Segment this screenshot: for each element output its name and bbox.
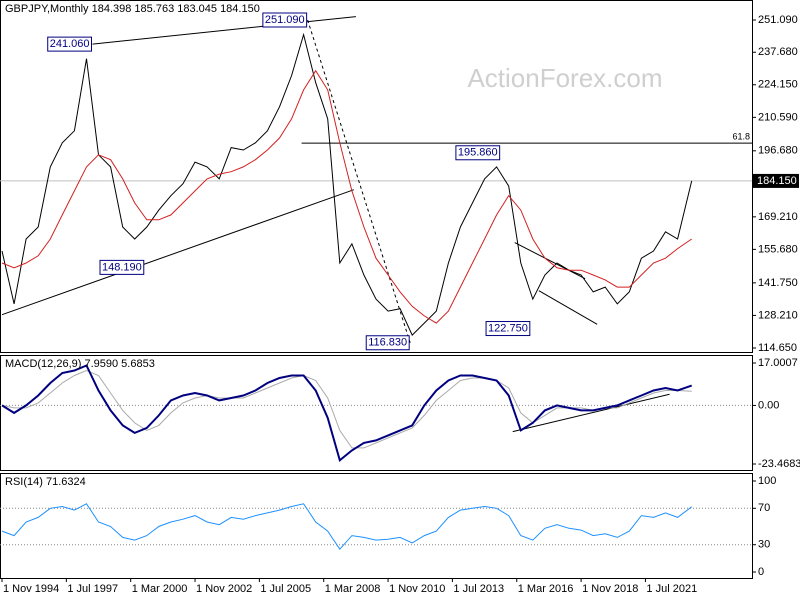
y-tick-label: 210.590 [758,111,798,123]
annotation-label: 195.860 [458,147,498,159]
y-tick-label: 30 [758,539,770,551]
x-tick-label: 1 Mar 2008 [325,583,381,595]
annotation-box [262,12,308,28]
annotation-box [455,145,501,161]
annotation-label: 116.830 [368,337,407,349]
series-line [1,369,692,449]
series-line [1,503,693,551]
last-price-label: 184.150 [757,175,797,187]
y-tick-label: 114.650 [758,342,797,354]
x-tick-label: 1 Jul 2005 [260,583,311,595]
series-line [1,364,693,463]
y-tick-label: 169.210 [758,211,798,223]
y-tick-label: 0 [758,566,764,578]
x-tick-label: 1 Mar 2016 [518,583,574,595]
x-tick-label: 1 Jul 1997 [67,583,118,595]
y-tick-label: 100 [758,475,776,487]
annotation-label: 148.190 [102,261,142,273]
trend-line [92,16,356,45]
x-tick-label: 1 Nov 2010 [389,583,445,595]
y-tick-label: 224.150 [758,79,798,91]
panel-frame [0,473,753,579]
annotation-box [365,335,410,351]
annotation-label: 251.090 [265,14,305,26]
trend-line [307,19,411,343]
last-price-box [753,173,799,188]
series-line [1,32,693,336]
trend-line [1,189,355,316]
panel-title: GBPJPY,Monthly 184.398 185.763 183.045 1… [5,3,260,15]
x-tick-label: 1 Jul 2021 [646,583,697,595]
trend-line [514,242,586,280]
watermark: ActionForex.com [467,63,662,93]
y-tick-label: 196.680 [758,145,798,157]
annotation-label: 241.060 [50,38,90,50]
series-line [1,69,692,324]
trend-line [512,393,670,433]
y-tick-label: 70 [758,502,770,514]
y-tick-label: 17.0007 [758,357,798,369]
x-tick-label: 1 Nov 2002 [196,583,252,595]
y-tick-label: -23.4683 [758,458,800,470]
annotation-box [485,321,531,337]
level-label: 61.8 [732,131,750,141]
panel-frame [0,0,753,353]
y-tick-label: 251.090 [758,14,798,26]
annotation-box [47,36,92,52]
y-tick-label: 237.680 [758,46,798,58]
trend-line [538,290,598,325]
y-tick-label: 155.680 [758,243,798,255]
annotation-label: 122.750 [488,322,528,334]
x-tick-label: 1 Mar 2000 [132,583,188,595]
y-tick-label: 128.210 [758,309,798,321]
annotation-box [99,259,145,275]
y-tick-label: 0.00 [758,399,779,411]
y-tick-label: 141.750 [758,277,798,289]
panel-title: RSI(14) 71.6324 [5,476,86,488]
panel-frame [0,355,753,471]
x-tick-label: 1 Nov 1994 [3,583,59,595]
x-tick-label: 1 Jul 2013 [453,583,504,595]
x-tick-label: 1 Nov 2018 [582,583,638,595]
panel-title: MACD(12,26,9) 7.9590 5.6853 [5,358,155,370]
